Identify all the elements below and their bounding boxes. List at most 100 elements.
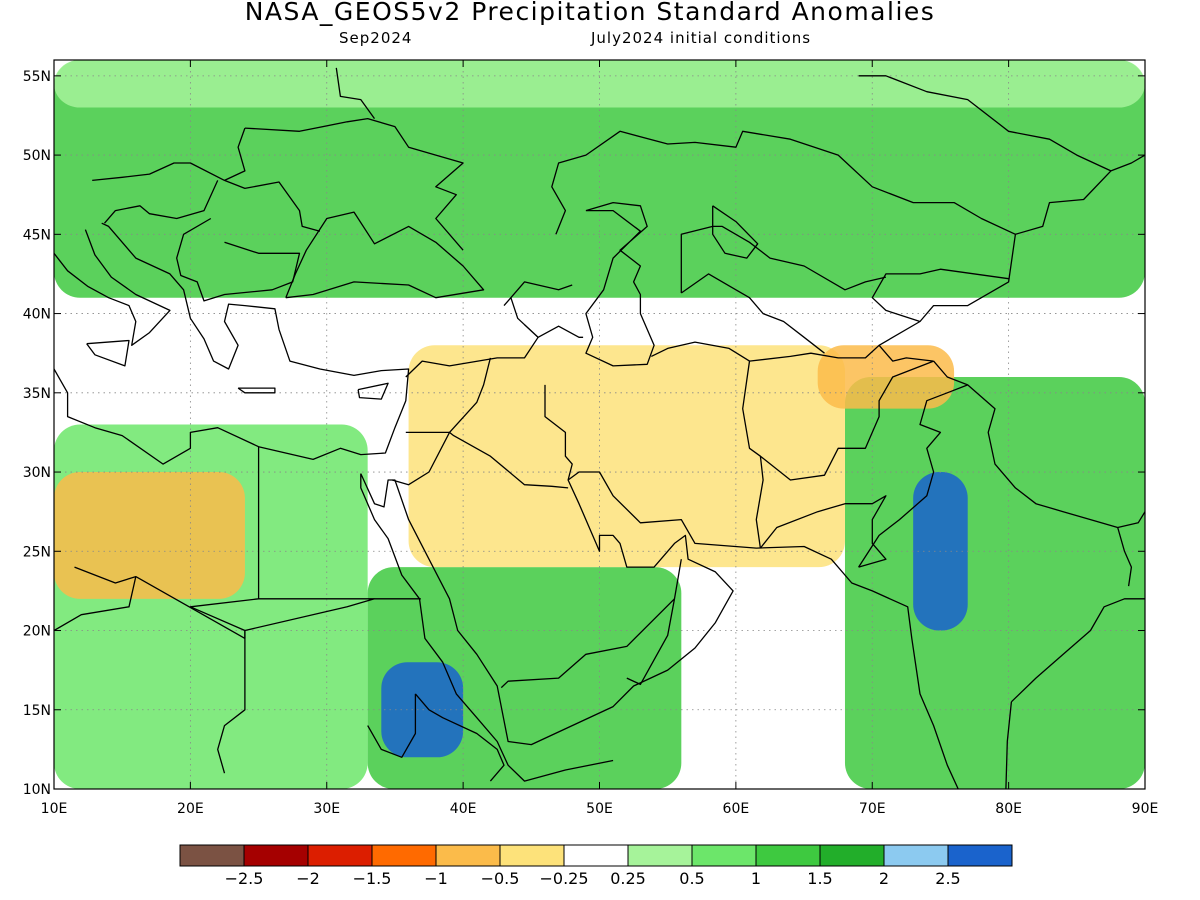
boundary-line-43: [74, 566, 246, 639]
boundary-line-23: [759, 360, 934, 481]
boundary-line-9: [360, 473, 614, 782]
boundary-line-7: [357, 382, 389, 400]
boundary-line-10: [1010, 598, 1145, 703]
anomaly-region-9: [54, 60, 1145, 108]
colorbar-swatch: [435, 844, 501, 867]
anomaly-region-4: [408, 345, 845, 568]
boundary-line-11: [1005, 701, 1013, 789]
x-tick-label: 30E: [313, 801, 340, 817]
boundary-line-27: [919, 154, 1145, 322]
boundary-line-18: [524, 324, 584, 338]
boundary-line-8: [360, 471, 959, 789]
anomaly-region-6: [817, 345, 955, 409]
anomaly-region-0: [54, 60, 1145, 298]
colorbar-label: 1.5: [807, 869, 832, 888]
boundary-line-5: [86, 339, 130, 367]
boundary-line-29: [651, 341, 750, 362]
colorbar: −2.5 −2 −1.5 −1 −0.5 −0.25 0.25 0.5 1 1.5 2 2.5: [179, 844, 1013, 888]
y-tick-label: 55N: [23, 69, 51, 85]
anomaly-region-7: [381, 662, 464, 758]
x-tick-label: 10E: [41, 801, 68, 817]
colorbar-swatch: [499, 844, 565, 867]
colorbar-swatch: [627, 844, 693, 867]
colorbar-label: −2: [296, 869, 320, 888]
boundary-line-32: [551, 130, 1016, 235]
boundary-line-34: [244, 117, 464, 251]
colorbar-swatch: [883, 844, 949, 867]
gridlines: [54, 60, 1145, 789]
x-tick-label: 90E: [1132, 801, 1159, 817]
boundary-line-0: [285, 211, 485, 299]
colorbar-label: −0.5: [481, 869, 520, 888]
boundary-line-45: [414, 693, 505, 782]
y-tick-label: 50N: [23, 148, 51, 164]
boundary-line-28: [871, 268, 1009, 346]
boundary-line-39: [176, 217, 301, 302]
colorbar-swatch: [691, 844, 757, 867]
boundary-line-19: [500, 598, 675, 689]
boundary-line-6: [237, 387, 276, 394]
y-tick-label: 10N: [23, 782, 51, 798]
x-tick-label: 50E: [586, 801, 613, 817]
colorbar-label: 0.5: [679, 869, 704, 888]
boundary-line-36: [92, 127, 246, 182]
boundary-line-4: [54, 229, 171, 346]
colorbar-label: −0.25: [539, 869, 588, 888]
colorbar-label: −1.5: [353, 869, 392, 888]
boundary-line-47: [858, 384, 968, 568]
colorbar-swatch: [179, 844, 245, 867]
boundary-line-44: [54, 576, 137, 632]
boundary-line-16: [392, 432, 451, 486]
boundary-line-35: [335, 67, 376, 119]
coastlines-and-borders: [54, 67, 1145, 789]
boundary-line-30: [680, 273, 825, 354]
boundary-line-24: [759, 495, 887, 568]
anomaly-region-5: [54, 472, 245, 599]
boundary-line-42: [217, 598, 375, 774]
boundary-line-46: [367, 693, 417, 758]
initial-conditions-label: July2024 initial conditions: [591, 29, 812, 47]
colorbar-swatch: [243, 844, 309, 867]
boundary-line-2: [712, 205, 759, 259]
colorbar-label: 1: [751, 869, 761, 888]
boundary-line-12: [503, 281, 573, 307]
boundary-line-31: [680, 225, 887, 293]
boundary-line-20: [626, 559, 682, 686]
y-tick-label: 15N: [23, 703, 51, 719]
anomaly-region-3: [844, 376, 1145, 789]
y-tick-label: 30N: [23, 465, 51, 481]
colorbar-swatch: [947, 844, 1013, 867]
x-tick-label: 20E: [177, 801, 204, 817]
map-title: NASA_GEOS5v2 Precipitation Standard Anom…: [244, 0, 936, 26]
boundary-line-33: [858, 75, 1112, 172]
colorbar-swatch: [755, 844, 821, 867]
colorbar-label: 2: [879, 869, 889, 888]
y-axis: 55N 50N 45N 40N 35N 30N 25N 20N 15N 10N: [23, 69, 1145, 798]
colorbar-label: 0.25: [610, 869, 646, 888]
y-tick-label: 40N: [23, 307, 51, 323]
boundary-line-15: [449, 357, 492, 433]
y-tick-label: 35N: [23, 386, 51, 402]
x-tick-label: 40E: [450, 801, 477, 817]
y-tick-label: 20N: [23, 624, 51, 640]
x-tick-label: 70E: [859, 801, 886, 817]
boundary-line-13: [405, 297, 539, 378]
colorbar-label: −1: [424, 869, 448, 888]
boundary-line-26: [1117, 527, 1133, 587]
boundary-line-1: [585, 201, 655, 367]
boundary-line-17: [544, 384, 573, 481]
colorbar-label: 2.5: [935, 869, 960, 888]
boundary-line-3: [54, 222, 410, 465]
x-axis: 10E 20E 30E 40E 50E 60E 70E 80E 90E: [41, 60, 1159, 817]
x-tick-label: 80E: [995, 801, 1022, 817]
x-tick-label: 60E: [723, 801, 750, 817]
y-tick-label: 25N: [23, 544, 51, 560]
colorbar-swatch: [371, 844, 437, 867]
boundary-line-22: [749, 344, 934, 362]
valid-month-label: Sep2024: [339, 29, 413, 47]
colorbar-label: −2.5: [225, 869, 264, 888]
colorbar-swatch: [563, 844, 629, 867]
boundary-line-37: [224, 179, 321, 232]
y-tick-label: 45N: [23, 227, 51, 243]
